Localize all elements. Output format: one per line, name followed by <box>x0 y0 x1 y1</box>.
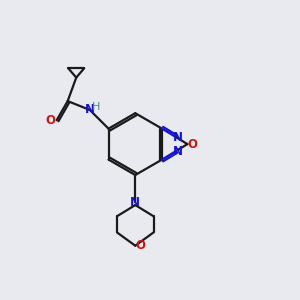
Text: O: O <box>136 238 146 252</box>
Text: N: N <box>130 196 140 209</box>
Text: O: O <box>188 138 198 151</box>
Text: H: H <box>92 102 100 112</box>
Text: N: N <box>172 131 182 144</box>
Text: N: N <box>85 103 94 116</box>
Text: O: O <box>46 114 56 127</box>
Text: N: N <box>172 145 182 158</box>
